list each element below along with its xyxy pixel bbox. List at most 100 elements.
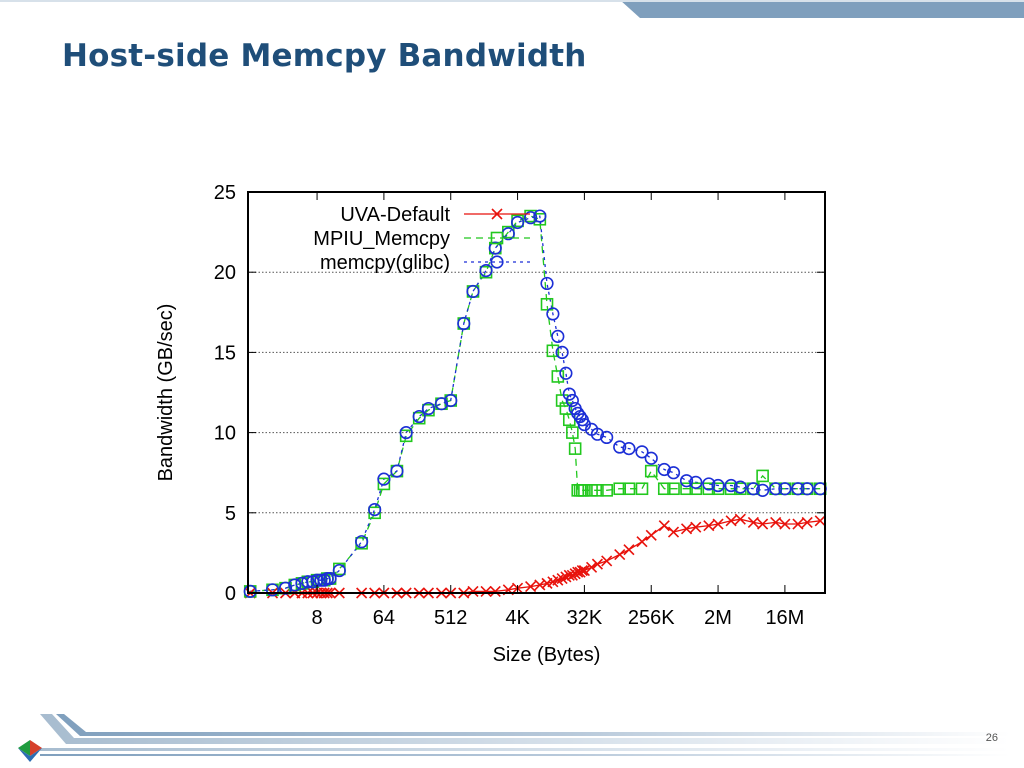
data-point-uva-default bbox=[623, 544, 635, 556]
marker-stroke bbox=[601, 555, 613, 567]
data-point-mpiu-memcpy bbox=[578, 484, 591, 497]
legend-label-memcpy-glibc: memcpy(glibc) bbox=[320, 252, 450, 274]
marker-stroke bbox=[680, 523, 693, 535]
data-point-memcpy-glibc bbox=[546, 307, 560, 321]
data-point-memcpy-glibc bbox=[412, 409, 426, 424]
marker-stroke bbox=[480, 585, 492, 597]
data-point-memcpy-glibc bbox=[679, 474, 694, 488]
data-point-uva-default bbox=[525, 581, 537, 593]
data-point-memcpy-glibc bbox=[746, 482, 760, 496]
data-point-uva-default bbox=[801, 516, 813, 528]
marker-stroke bbox=[489, 585, 501, 597]
data-point-memcpy-glibc bbox=[562, 387, 576, 401]
marker-stroke bbox=[757, 518, 769, 530]
legend-label-mpiu-memcpy: MPIU_Memcpy bbox=[313, 228, 450, 250]
data-point-memcpy-glibc bbox=[573, 409, 587, 424]
axis-ticks: 0 5 10 15 20 25 8 64 512 4K 32K 256K 2M 16M bbox=[214, 182, 825, 629]
data-point-memcpy-glibc bbox=[791, 482, 805, 496]
data-point-memcpy-glibc bbox=[314, 573, 328, 587]
data-point-uva-default bbox=[779, 518, 791, 530]
data-point-uva-default bbox=[734, 513, 746, 525]
marker-stroke bbox=[712, 518, 724, 530]
data-point-uva-default bbox=[591, 558, 603, 570]
marker-stroke bbox=[801, 516, 813, 528]
data-point-uva-default bbox=[680, 523, 693, 535]
x-tick-label: 4K bbox=[505, 607, 530, 629]
data-point-uva-default bbox=[556, 572, 568, 585]
data-point-memcpy-glibc bbox=[323, 571, 337, 586]
data-point-memcpy-glibc bbox=[635, 445, 649, 459]
data-point-memcpy-glibc bbox=[479, 263, 493, 278]
data-point-memcpy-glibc bbox=[368, 502, 382, 517]
data-point-memcpy-glibc bbox=[644, 451, 658, 465]
marker-stroke bbox=[690, 521, 702, 533]
data-point-memcpy-glibc bbox=[488, 241, 502, 255]
x-tick-label: 512 bbox=[434, 607, 467, 629]
data-point-memcpy-glibc bbox=[301, 575, 315, 589]
y-tick-label: 25 bbox=[214, 182, 236, 204]
data-point-memcpy-glibc bbox=[778, 482, 792, 496]
data-point-memcpy-glibc bbox=[466, 284, 480, 299]
data-point-memcpy-glibc bbox=[733, 480, 747, 494]
data-point-uva-default bbox=[576, 564, 588, 577]
data-point-memcpy-glibc bbox=[332, 563, 346, 578]
data-point-memcpy-glibc bbox=[577, 417, 591, 432]
legend-marker-mpiu-memcpy bbox=[490, 231, 504, 245]
data-point-uva-default bbox=[712, 518, 724, 530]
marker-stroke bbox=[636, 536, 648, 548]
data-point-memcpy-glibc bbox=[555, 345, 569, 359]
data-point-uva-default bbox=[489, 585, 501, 597]
y-tick-label: 10 bbox=[214, 423, 236, 445]
marker-stroke bbox=[566, 569, 578, 581]
y-tick-label: 0 bbox=[225, 583, 236, 605]
data-point-memcpy-glibc bbox=[533, 209, 547, 223]
data-point-memcpy-glibc bbox=[565, 393, 579, 408]
data-point-uva-default bbox=[770, 516, 782, 528]
marker-stroke bbox=[658, 520, 670, 532]
data-point-memcpy-glibc bbox=[666, 466, 681, 480]
data-point-uva-default bbox=[690, 521, 702, 533]
plot-frame bbox=[247, 191, 826, 594]
data-point-mpiu-memcpy bbox=[566, 426, 579, 439]
marker-stroke bbox=[623, 544, 635, 556]
marker-stroke bbox=[614, 548, 626, 561]
marker-stroke bbox=[725, 515, 737, 527]
grid-lines bbox=[248, 271, 825, 514]
data-point-mpiu-memcpy bbox=[622, 482, 636, 496]
marker-stroke bbox=[770, 516, 782, 528]
data-point-memcpy-glibc bbox=[769, 482, 783, 496]
data-point-memcpy-glibc bbox=[540, 276, 554, 291]
data-point-memcpy-glibc bbox=[421, 401, 436, 416]
data-point-uva-default bbox=[725, 515, 737, 527]
data-point-memcpy-glibc bbox=[711, 478, 725, 493]
data-point-memcpy-glibc bbox=[390, 464, 404, 478]
data-point-mpiu-memcpy bbox=[667, 482, 680, 496]
page-number: 26 bbox=[985, 732, 998, 744]
data-point-memcpy-glibc bbox=[559, 366, 573, 380]
data-point-uva-default bbox=[566, 569, 578, 581]
data-point-memcpy-glibc bbox=[243, 584, 257, 598]
marker-stroke bbox=[814, 515, 826, 527]
legend-label-uva-default: UVA-Default bbox=[340, 204, 450, 226]
data-point-memcpy-glibc bbox=[265, 583, 280, 597]
data-point-memcpy-glibc bbox=[613, 440, 627, 454]
data-point-mpiu-memcpy bbox=[657, 482, 671, 496]
data-point-uva-default bbox=[658, 520, 670, 532]
data-point-memcpy-glibc bbox=[800, 482, 814, 496]
data-point-memcpy-glibc bbox=[355, 535, 369, 549]
marker-stroke bbox=[467, 585, 479, 597]
y-tick-label: 5 bbox=[225, 503, 236, 525]
data-point-mpiu-memcpy bbox=[377, 477, 391, 491]
data-point-mpiu-memcpy bbox=[568, 442, 582, 455]
marker-stroke bbox=[747, 516, 759, 528]
x-tick-label: 64 bbox=[373, 607, 395, 629]
legend-marker-memcpy-glibc bbox=[490, 255, 504, 269]
data-point-uva-default bbox=[645, 529, 657, 541]
data-point-uva-default bbox=[667, 526, 680, 538]
data-point-uva-default bbox=[747, 516, 759, 528]
marker-stroke bbox=[703, 520, 715, 532]
logo-icon bbox=[18, 740, 42, 762]
marker-stroke bbox=[792, 518, 804, 530]
marker-stroke bbox=[734, 513, 746, 525]
